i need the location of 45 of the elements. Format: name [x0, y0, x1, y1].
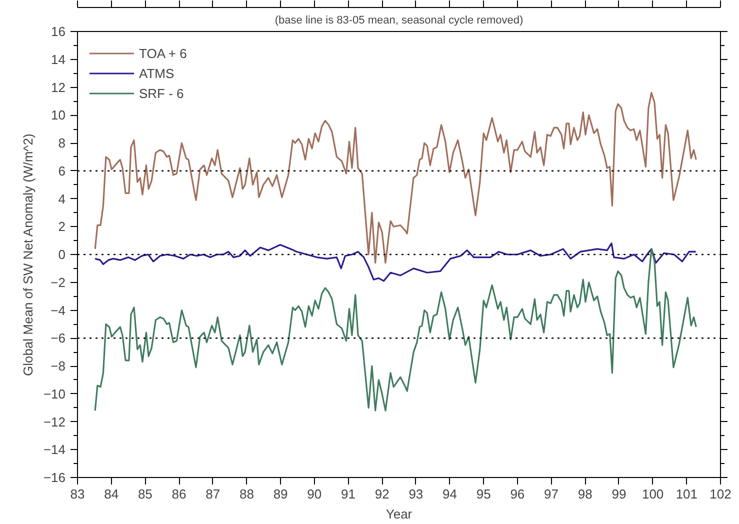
x-tick-label: 95	[476, 486, 491, 502]
line-series	[94, 248, 697, 412]
x-tick-label: 97	[544, 486, 559, 502]
y-tick-label: −4	[50, 302, 66, 318]
x-tick-label: 92	[374, 486, 390, 502]
y-tick-label: −8	[50, 358, 66, 374]
x-tick-label: 84	[104, 486, 119, 502]
y-tick-label: 4	[58, 191, 66, 206]
x-tick-label: 83	[70, 486, 85, 502]
y-tick-label: 6	[58, 163, 66, 178]
y-tick-label: −2	[50, 274, 66, 290]
x-tick-label: 101	[676, 486, 698, 502]
y-tick-label: −16	[43, 470, 66, 485]
y-tick-label: 16	[51, 24, 66, 39]
x-tick-label: 87	[206, 486, 220, 502]
x-tick-label: 89	[273, 486, 288, 502]
x-tick-label: 85	[138, 486, 152, 502]
legend-label: SRF - 6	[139, 86, 184, 100]
chart-subtitle: (base line is 83-05 mean, seasonal cycle removed)	[274, 14, 524, 26]
x-tick-label: 96	[510, 486, 525, 502]
y-tick-label: 10	[51, 108, 66, 123]
y-tick-label: −6	[50, 330, 66, 346]
y-tick-label: 12	[51, 80, 66, 95]
y-tick-label: 8	[58, 136, 66, 150]
y-tick-label: 14	[51, 52, 66, 67]
x-tick-label: 98	[578, 486, 592, 502]
x-tick-label: 100	[642, 486, 664, 502]
y-tick-label: −12	[43, 414, 66, 430]
y-axis-title: Global Mean of SW Net Anomaly (W/m^2)	[20, 134, 36, 376]
legend-label: ATMS	[139, 66, 174, 80]
y-tick-label: 2	[58, 219, 66, 234]
y-tick-label: −10	[43, 386, 66, 402]
x-axis-title: Year	[386, 506, 413, 522]
x-tick-label: 102	[710, 486, 732, 502]
x-tick-label: 86	[172, 486, 186, 502]
x-tick-label: 93	[408, 486, 424, 502]
x-tick-label: 99	[612, 486, 626, 502]
y-tick-label: −14	[43, 442, 66, 458]
y-tick-label: 0	[58, 247, 66, 262]
x-tick-label: 91	[341, 486, 356, 502]
line-series	[94, 242, 697, 282]
x-tick-label: 88	[239, 486, 254, 502]
legend-label: TOA + 6	[139, 46, 187, 60]
x-tick-label: 90	[307, 486, 322, 502]
x-tick-label: 94	[442, 486, 457, 502]
